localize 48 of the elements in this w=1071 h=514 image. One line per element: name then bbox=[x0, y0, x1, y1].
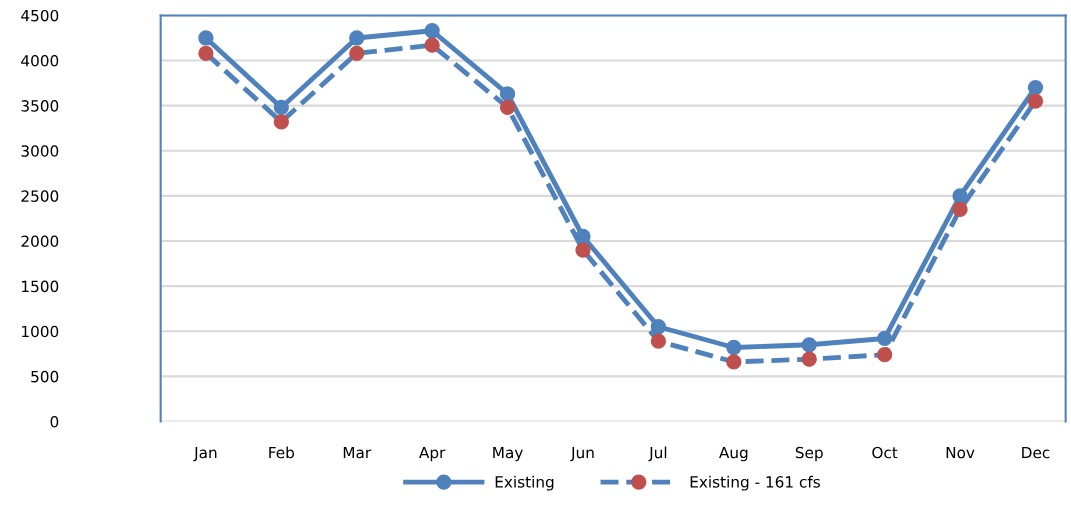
x-tick-label: Jan bbox=[193, 446, 217, 462]
y-tick-label: 2500 bbox=[21, 190, 59, 202]
point bbox=[877, 330, 893, 347]
point bbox=[650, 319, 667, 335]
point bbox=[349, 30, 365, 46]
point bbox=[801, 337, 817, 353]
y-tick-label: 1000 bbox=[22, 325, 59, 338]
y-tick-label: 4000 bbox=[21, 55, 59, 67]
legend-label: Existing bbox=[495, 475, 554, 491]
point bbox=[575, 228, 591, 245]
point bbox=[952, 188, 968, 204]
point bbox=[952, 201, 968, 218]
legend-label: Existing - 161 cfs bbox=[690, 475, 820, 491]
y-tick-label: 500 bbox=[31, 370, 59, 383]
y-tick-label: 2000 bbox=[21, 235, 59, 248]
point bbox=[349, 45, 365, 61]
x-tick-label: Oct bbox=[872, 446, 898, 459]
y-tick-label: 1500 bbox=[22, 280, 59, 293]
x-tick-label: Jul bbox=[648, 446, 667, 462]
x-tick-label: Mar bbox=[343, 446, 372, 459]
y-tick-label: 4500 bbox=[21, 9, 59, 22]
y-tick-label: 3000 bbox=[21, 145, 59, 157]
x-tick-label: Apr bbox=[419, 446, 446, 462]
point bbox=[273, 99, 289, 116]
x-tick-label: Sep bbox=[795, 446, 823, 462]
x-tick-label: Dec bbox=[1022, 446, 1050, 459]
point bbox=[1027, 79, 1044, 96]
y-tick-label: 0 bbox=[50, 415, 59, 428]
point bbox=[650, 333, 667, 349]
point bbox=[424, 37, 440, 53]
point bbox=[726, 339, 742, 356]
x-tick-label: Feb bbox=[269, 446, 294, 459]
point bbox=[424, 23, 440, 39]
point bbox=[198, 45, 214, 61]
point bbox=[575, 242, 591, 258]
point bbox=[499, 86, 516, 102]
x-tick-label: Jun bbox=[570, 446, 594, 462]
point bbox=[726, 354, 742, 370]
point bbox=[198, 30, 214, 46]
point bbox=[499, 99, 516, 116]
point bbox=[1027, 93, 1044, 109]
point bbox=[273, 114, 289, 130]
x-tick-label: Nov bbox=[946, 446, 975, 459]
x-tick-label: May bbox=[493, 446, 523, 462]
y-tick-label: 3500 bbox=[21, 100, 59, 112]
point bbox=[877, 347, 893, 363]
point bbox=[801, 351, 817, 367]
x-tick-label: Aug bbox=[719, 446, 748, 462]
